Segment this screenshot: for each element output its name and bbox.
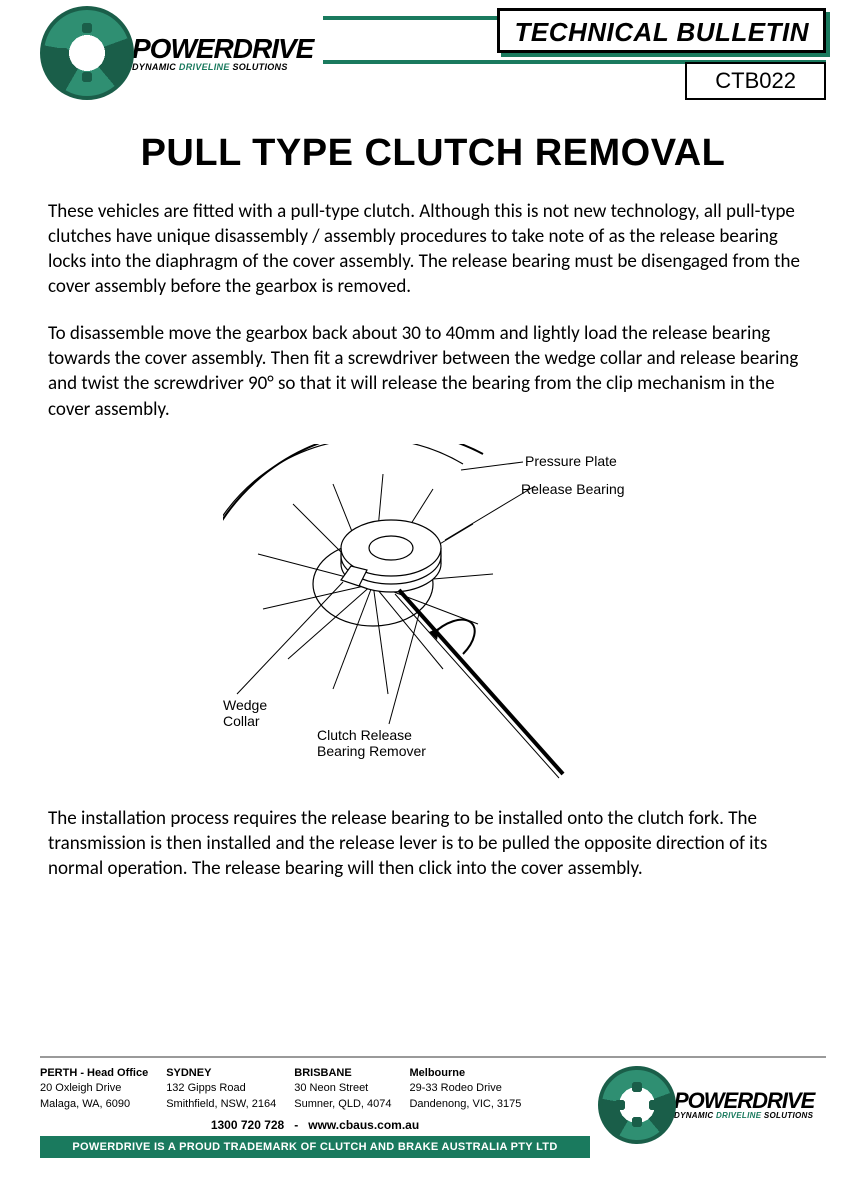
office-line2: Dandenong, VIC, 3175 [409, 1097, 521, 1112]
office-city: BRISBANE [294, 1066, 391, 1081]
clutch-diagram: Pressure Plate Release Bearing Wedge Col… [223, 444, 643, 784]
paragraph-3: The installation process requires the re… [48, 806, 818, 881]
brand-text: POWERDRIVE DYNAMIC DRIVELINE SOLUTIONS [128, 29, 323, 78]
contact-website: www.cbaus.com.au [308, 1118, 419, 1132]
contact-row: 1300 720 728 - www.cbaus.com.au [40, 1118, 590, 1132]
diagram-label-remover-1: Clutch Release [317, 727, 412, 743]
office-melbourne: Melbourne 29-33 Rodeo Drive Dandenong, V… [409, 1066, 521, 1112]
office-city: PERTH - Head Office [40, 1066, 148, 1081]
office-city: Melbourne [409, 1066, 521, 1081]
office-perth: PERTH - Head Office 20 Oxleigh Drive Mal… [40, 1066, 148, 1112]
page-footer: PERTH - Head Office 20 Oxleigh Drive Mal… [0, 1056, 866, 1178]
office-line1: 20 Oxleigh Drive [40, 1081, 148, 1096]
diagram-label-pressure-plate: Pressure Plate [525, 453, 617, 469]
footer-logo: POWERDRIVE DYNAMIC DRIVELINE SOLUTIONS [598, 1066, 824, 1144]
brand-logo: POWERDRIVE DYNAMIC DRIVELINE SOLUTIONS [40, 6, 323, 100]
tagline-word-3: SOLUTIONS [232, 62, 287, 72]
office-line1: 30 Neon Street [294, 1081, 391, 1096]
office-city: SYDNEY [166, 1066, 276, 1081]
bulletin-label: TECHNICAL BULLETIN [514, 17, 809, 48]
brand-name: POWERDRIVE [132, 35, 313, 63]
paragraph-1: These vehicles are fitted with a pull-ty… [48, 199, 818, 299]
diagram-label-release-bearing: Release Bearing [521, 481, 625, 497]
brand-tagline: DYNAMIC DRIVELINE SOLUTIONS [132, 63, 313, 72]
diagram-label-wedge-2: Collar [223, 713, 260, 729]
brand-name: POWERDRIVE [674, 1090, 814, 1112]
paragraph-2: To disassemble move the gearbox back abo… [48, 321, 818, 421]
brand-tagline: DYNAMIC DRIVELINE SOLUTIONS [674, 1112, 814, 1120]
office-line2: Malaga, WA, 6090 [40, 1097, 148, 1112]
content-body: These vehicles are fitted with a pull-ty… [0, 175, 866, 881]
office-brisbane: BRISBANE 30 Neon Street Sumner, QLD, 407… [294, 1066, 391, 1112]
trademark-bar: POWERDRIVE IS A PROUD TRADEMARK OF CLUTC… [40, 1136, 590, 1158]
bulletin-code: CTB022 [685, 62, 826, 100]
office-list: PERTH - Head Office 20 Oxleigh Drive Mal… [40, 1066, 590, 1112]
tagline-word-1: DYNAMIC [132, 62, 176, 72]
diagram-label-wedge-1: Wedge [223, 697, 267, 713]
office-sydney: SYDNEY 132 Gipps Road Smithfield, NSW, 2… [166, 1066, 276, 1112]
tagline-word-2: DRIVELINE [716, 1111, 761, 1120]
footer-grid: PERTH - Head Office 20 Oxleigh Drive Mal… [40, 1066, 826, 1158]
bulletin-label-box: TECHNICAL BULLETIN [497, 8, 826, 53]
office-line1: 132 Gipps Road [166, 1081, 276, 1096]
office-line2: Sumner, QLD, 4074 [294, 1097, 391, 1112]
contact-phone: 1300 720 728 [211, 1118, 284, 1132]
diagram-label-remover-2: Bearing Remover [317, 743, 426, 759]
footer-rule [40, 1056, 826, 1058]
contact-sep: - [294, 1118, 298, 1132]
office-line1: 29-33 Rodeo Drive [409, 1081, 521, 1096]
tagline-word-1: DYNAMIC [674, 1111, 713, 1120]
office-line2: Smithfield, NSW, 2164 [166, 1097, 276, 1112]
clutch-disc-icon [40, 6, 134, 100]
page-header: POWERDRIVE DYNAMIC DRIVELINE SOLUTIONS T… [0, 0, 866, 120]
page-title: PULL TYPE CLUTCH REMOVAL [0, 132, 866, 175]
clutch-disc-icon [598, 1066, 676, 1144]
brand-text: POWERDRIVE DYNAMIC DRIVELINE SOLUTIONS [670, 1084, 824, 1126]
footer-left: PERTH - Head Office 20 Oxleigh Drive Mal… [40, 1066, 590, 1158]
tagline-word-2: DRIVELINE [179, 62, 230, 72]
tagline-word-3: SOLUTIONS [764, 1111, 813, 1120]
